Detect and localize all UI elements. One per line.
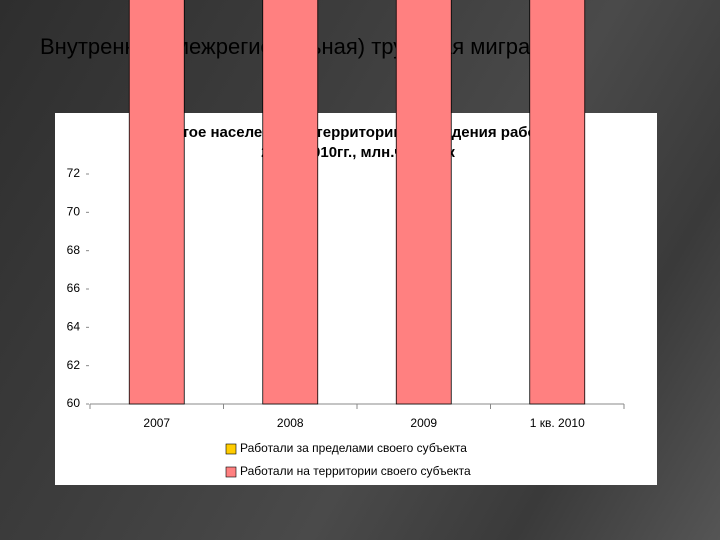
y-tick-label: 60 [67,396,81,410]
bar-segment [395,0,452,405]
y-tick-label: 62 [67,358,81,372]
legend-swatch [225,443,237,455]
y-tick-label: 70 [67,205,81,219]
y-tick-label: 68 [67,243,81,257]
x-tick-label: 2009 [410,416,437,430]
x-tick-label: 2008 [277,416,304,430]
bar-segment [529,0,586,405]
x-tick-label: 2007 [143,416,170,430]
legend-label: Работали на территории своего субъекта [240,464,471,478]
x-tick-label: 1 кв. 2010 [530,416,585,430]
y-tick-label: 66 [67,281,81,295]
y-tick-label: 64 [67,320,81,334]
bar-segment [128,0,185,405]
legend-swatch [225,466,237,478]
bar-segment [262,0,319,405]
y-tick-label: 72 [67,166,81,180]
chart-title: Занятое население по территории нахожден… [146,124,570,141]
legend-label: Работали за пределами своего субъекта [240,441,467,455]
